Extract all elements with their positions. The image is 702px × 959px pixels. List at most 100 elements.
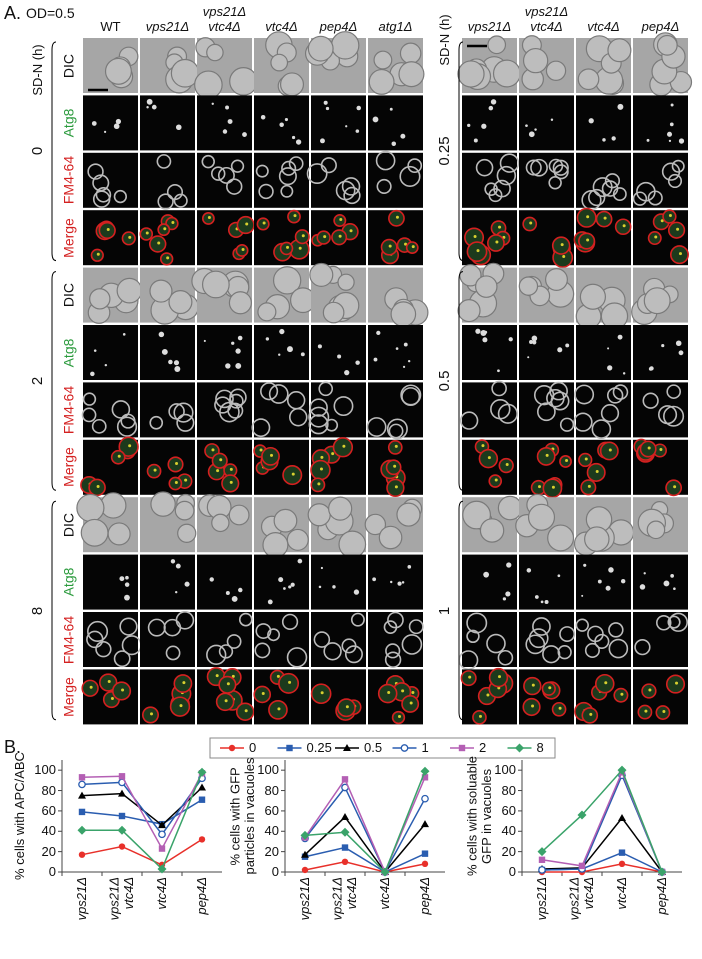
vacuole <box>286 647 308 668</box>
vacuole <box>267 628 281 642</box>
vacuole <box>82 392 97 406</box>
cell <box>547 524 575 552</box>
vacuole <box>116 416 138 437</box>
vacuole <box>493 179 511 198</box>
micrograph <box>80 436 139 497</box>
x-tick-label: pep4Δ <box>193 877 209 915</box>
cell <box>378 525 403 550</box>
vacuole <box>575 618 589 632</box>
micrograph <box>457 35 521 93</box>
channel-label: FM4-64 <box>60 615 77 664</box>
spot <box>527 356 530 359</box>
micrograph <box>576 439 631 496</box>
micrograph <box>83 152 138 208</box>
spot <box>318 585 322 589</box>
spot <box>182 681 186 685</box>
spot <box>279 328 285 335</box>
marker <box>286 744 293 752</box>
vacuole <box>226 178 243 195</box>
cell <box>545 268 568 291</box>
time-label: 0.5 <box>435 370 453 392</box>
cell <box>373 50 393 70</box>
micrograph <box>83 325 138 380</box>
spot <box>550 118 554 122</box>
spot <box>345 125 348 128</box>
vacuole <box>254 642 271 659</box>
micrograph <box>81 382 138 438</box>
cell <box>270 53 289 72</box>
legend-label: 0 <box>249 739 257 755</box>
micrograph <box>462 95 517 151</box>
micrograph <box>197 554 252 610</box>
channel-label: DIC <box>60 283 77 308</box>
spot <box>320 691 324 695</box>
vacuole <box>313 631 331 648</box>
spot <box>586 215 590 219</box>
vacuole <box>657 405 678 425</box>
vacuole <box>306 163 328 185</box>
micrograph <box>308 381 366 438</box>
cell <box>522 47 549 74</box>
vacuole <box>288 156 304 172</box>
cell <box>104 57 132 85</box>
spot <box>241 247 245 251</box>
marker <box>118 789 126 797</box>
marker <box>657 867 667 877</box>
spot <box>589 712 593 716</box>
spot <box>125 575 129 580</box>
bracket <box>51 41 57 262</box>
spot <box>288 680 292 684</box>
spot <box>395 215 399 219</box>
spot <box>495 240 499 244</box>
spot <box>355 360 360 365</box>
series-line <box>81 777 203 836</box>
micrograph <box>307 496 367 559</box>
vacuole <box>176 413 195 432</box>
spot <box>531 335 538 342</box>
spot <box>538 485 542 489</box>
axis-label: SD-N (h) <box>29 44 45 96</box>
spot <box>283 587 286 590</box>
spot <box>353 589 360 595</box>
cell <box>273 508 298 533</box>
x-tick-label: vps21Δ <box>533 877 549 921</box>
panel-label: B. <box>4 737 22 757</box>
y-tick-label: 20 <box>501 843 516 859</box>
micrograph <box>368 325 423 380</box>
channel-label: FM4-64 <box>60 385 77 435</box>
spot <box>675 681 679 685</box>
vacuole <box>548 175 562 190</box>
spot <box>259 448 263 452</box>
column-header: atg1Δ <box>378 18 413 34</box>
spot <box>668 214 672 218</box>
spot <box>345 705 349 709</box>
y-tick-label: 80 <box>264 782 279 798</box>
micrograph <box>140 491 197 553</box>
vacuole <box>350 612 365 627</box>
spot <box>104 363 108 367</box>
marker <box>158 830 166 839</box>
vacuole <box>341 638 357 654</box>
spot <box>639 584 646 590</box>
micrograph <box>633 669 688 725</box>
marker <box>340 827 350 837</box>
spot <box>389 107 393 111</box>
cell <box>457 299 481 323</box>
spot <box>211 102 214 105</box>
spot <box>393 464 397 468</box>
y-tick-label: 60 <box>41 802 56 818</box>
vacuole <box>559 417 575 432</box>
micrograph <box>368 150 423 208</box>
micrograph <box>304 31 366 93</box>
spot <box>260 115 266 120</box>
spot <box>207 215 211 219</box>
cell <box>390 301 417 327</box>
image-bg <box>197 325 252 380</box>
vacuole <box>260 382 279 401</box>
y-tick-label: 40 <box>264 823 279 839</box>
spot <box>245 222 249 226</box>
cell <box>328 496 353 521</box>
spot <box>113 123 120 130</box>
spot <box>298 246 302 250</box>
micrograph <box>519 381 575 438</box>
